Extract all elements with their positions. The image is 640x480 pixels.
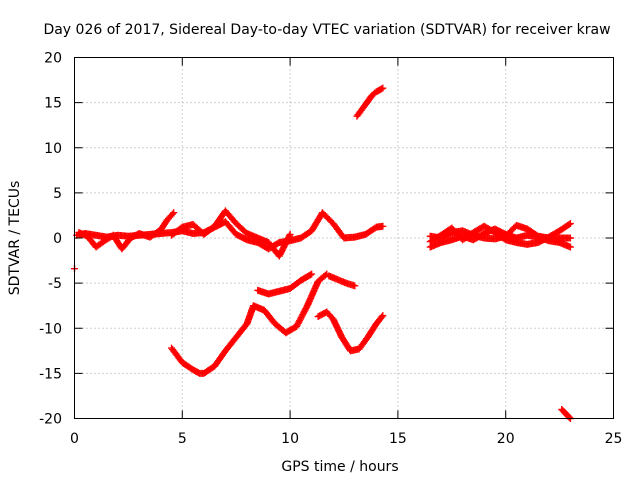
data-series [71, 84, 574, 422]
data-point [306, 271, 314, 279]
series-s5 [254, 270, 316, 298]
y-axis-label: SDTVAR / TECUs [7, 181, 23, 296]
data-point [378, 313, 386, 321]
y-tick-label: 20 [44, 51, 62, 67]
y-tick-label: 5 [53, 186, 62, 202]
x-tick-label: 0 [70, 431, 79, 447]
series-s3 [168, 207, 294, 260]
data-point [351, 282, 359, 290]
axis-ticks [74, 57, 614, 419]
data-point [566, 243, 574, 251]
series-s7 [314, 308, 387, 355]
y-tick-label: -20 [39, 412, 62, 428]
x-tick-label: 10 [281, 431, 299, 447]
series-s8 [353, 84, 387, 120]
x-tick-label: 20 [497, 431, 515, 447]
series-s6 [325, 272, 359, 290]
data-point [565, 413, 573, 421]
series-s11 [426, 221, 574, 243]
data-point [308, 270, 316, 278]
y-tick-label: 0 [53, 231, 62, 247]
data-point [285, 232, 293, 240]
data-point [379, 84, 387, 92]
y-tick-label: 10 [44, 141, 62, 157]
y-tick-label: -5 [48, 276, 62, 292]
x-tick-label: 25 [605, 431, 623, 447]
data-point [379, 222, 387, 230]
data-point [168, 210, 176, 218]
x-tick-label: 15 [389, 431, 407, 447]
chart-title: Day 026 of 2017, Sidereal Day-to-day VTE… [43, 22, 610, 38]
data-point [565, 220, 573, 228]
data-point [566, 220, 574, 228]
data-point [379, 312, 387, 320]
x-axis-label: GPS time / hours [281, 459, 398, 475]
series-s2 [75, 209, 178, 253]
data-point [170, 209, 178, 217]
y-tick-label: 15 [44, 96, 62, 112]
y-tick-label: -10 [39, 321, 62, 337]
data-point [566, 234, 574, 242]
data-point [286, 230, 294, 238]
series-s12 [558, 405, 574, 422]
x-tick-labels: 0 5 10 15 20 25 [70, 431, 622, 447]
series-s4 [168, 270, 331, 377]
y-tick-label: -15 [39, 366, 62, 382]
x-tick-label: 5 [178, 431, 187, 447]
y-tick-labels: -20 -15 -10 -5 0 5 10 15 20 [39, 51, 62, 428]
data-point [378, 85, 386, 93]
